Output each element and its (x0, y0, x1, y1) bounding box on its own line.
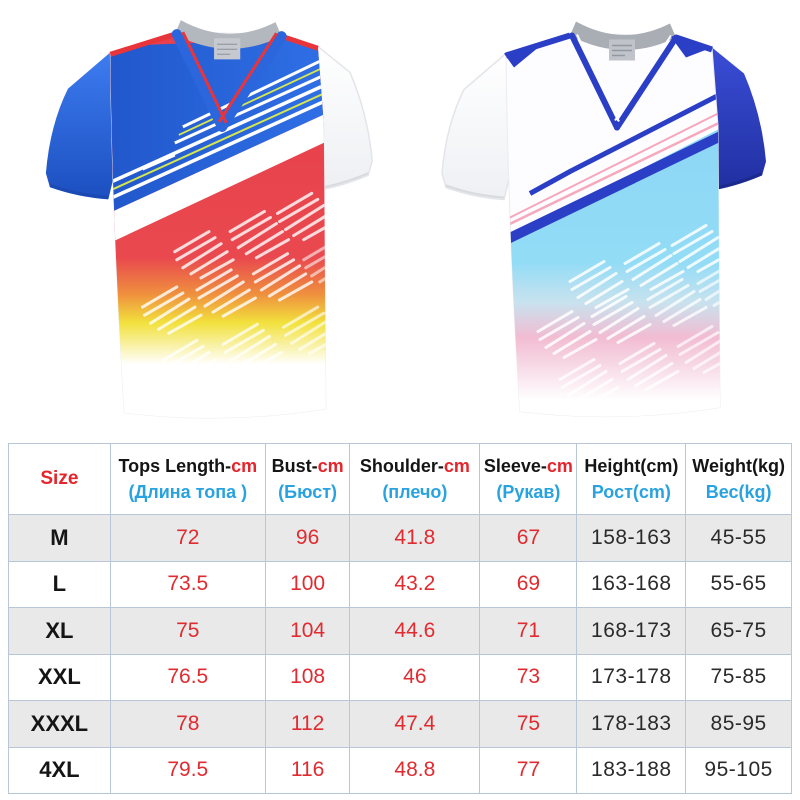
header-bust-label: Bust- (271, 456, 318, 476)
bust-cell: 112 (264, 700, 351, 748)
tops-length-cell: 73.5 (109, 560, 266, 608)
tops-length-cell: 78 (109, 700, 266, 748)
header-weight-label: Weight(kg) (692, 456, 785, 476)
left-shirt-collar-tag (214, 38, 241, 60)
header-row: Size Tops Length-cm (Длина топа ) Bust-c… (8, 443, 792, 515)
right-shirt-torso (505, 32, 721, 418)
size-cell: XL (8, 607, 111, 655)
left-shirt-torso (109, 31, 327, 419)
right-shirt-stripes (506, 91, 720, 253)
shoulder-cell: 48.8 (349, 746, 481, 794)
header-sleeve-label: Sleeve- (483, 456, 547, 476)
tops-length-cell: 72 (109, 514, 266, 562)
left-shirt-left-sleeve (45, 52, 122, 200)
table-row-xxl: XXL 76.5 108 46 73 173-178 75-85 (8, 653, 792, 701)
right-shirt-collar-tag (609, 39, 635, 61)
height-cell: 163-168 (576, 560, 687, 608)
header-sleeve-unit: cm (546, 456, 573, 476)
weight-cell: 95-105 (685, 746, 792, 794)
left-shirt-collar (109, 20, 319, 132)
size-cell: M (8, 514, 111, 562)
weight-cell: 65-75 (685, 607, 792, 655)
sleeve-cell: 77 (479, 746, 578, 794)
weight-cell: 45-55 (685, 514, 792, 562)
header-size-label: Size (40, 468, 79, 490)
header-height: Height(cm) Рост(cm) (576, 443, 687, 515)
bust-cell: 108 (264, 653, 351, 701)
product-images (45, 20, 766, 419)
header-tops-length-ru: (Длина топа ) (128, 481, 248, 502)
shoulder-cell: 41.8 (349, 514, 481, 562)
header-tops-length: Tops Length-cm (Длина топа ) (109, 443, 266, 515)
table-row-l: L 73.5 100 43.2 69 163-168 55-65 (8, 560, 792, 608)
size-cell: L (8, 560, 111, 608)
header-bust: Bust-cm (Бюст) (264, 443, 351, 515)
sleeve-cell: 71 (479, 607, 578, 655)
header-bust-ru: (Бюст) (278, 481, 338, 502)
left-shirt-image (45, 20, 373, 419)
shoulder-cell: 43.2 (349, 560, 481, 608)
bust-cell: 104 (264, 607, 351, 655)
table-row-xxxl: XXXL 78 112 47.4 75 178-183 85-95 (8, 700, 792, 748)
header-height-ru: Рост(cm) (591, 481, 671, 502)
size-cell: XXXL (8, 700, 111, 748)
height-cell: 158-163 (576, 514, 687, 562)
header-weight: Weight(kg) Вес(kg) (685, 443, 792, 515)
bust-cell: 100 (264, 560, 351, 608)
shoulder-cell: 46 (349, 653, 481, 701)
height-cell: 173-178 (576, 653, 687, 701)
header-shoulder-unit: cm (443, 456, 470, 476)
right-shirt-cyan-panel (506, 127, 720, 417)
sleeve-cell: 67 (479, 514, 578, 562)
bust-cell: 116 (264, 746, 351, 794)
right-shirt-image (441, 21, 766, 418)
left-shirt-stripes (110, 57, 326, 201)
height-cell: 183-188 (576, 746, 687, 794)
sleeve-cell: 75 (479, 700, 578, 748)
sleeve-cell: 73 (479, 653, 578, 701)
right-shirt-left-sleeve (441, 52, 518, 201)
header-tops-length-label: Tops Length- (118, 456, 232, 476)
table-row-4xl: 4XL 79.5 116 48.8 77 183-188 95-105 (8, 746, 792, 794)
weight-cell: 75-85 (685, 653, 792, 701)
bust-cell: 96 (264, 514, 351, 562)
header-sleeve-ru: (Рукав) (496, 481, 561, 502)
header-weight-ru: Вес(kg) (705, 481, 772, 502)
height-cell: 178-183 (576, 700, 687, 748)
sleeve-cell: 69 (479, 560, 578, 608)
height-cell: 168-173 (576, 607, 687, 655)
header-shoulder: Shoulder-cm (плечо) (349, 443, 481, 515)
size-cell: 4XL (8, 746, 111, 794)
shoulder-cell: 47.4 (349, 700, 481, 748)
header-height-label: Height(cm) (584, 456, 679, 476)
weight-cell: 55-65 (685, 560, 792, 608)
size-chart-table: Size Tops Length-cm (Длина топа ) Bust-c… (8, 443, 792, 794)
header-size: Size (8, 443, 111, 515)
left-shirt-white-band (110, 112, 326, 244)
tops-length-cell: 79.5 (109, 746, 266, 794)
tops-length-cell: 76.5 (109, 653, 266, 701)
size-cell: XXL (8, 653, 111, 701)
table-row-xl: XL 75 104 44.6 71 168-173 65-75 (8, 607, 792, 655)
header-shoulder-ru: (плечо) (382, 481, 448, 502)
right-shirt-collar (504, 21, 713, 131)
weight-cell: 85-95 (685, 700, 792, 748)
header-sleeve: Sleeve-cm (Рукав) (479, 443, 578, 515)
tops-length-cell: 75 (109, 607, 266, 655)
header-tops-length-unit: cm (231, 456, 258, 476)
shoulder-cell: 44.6 (349, 607, 481, 655)
header-shoulder-label: Shoulder- (359, 456, 444, 476)
header-bust-unit: cm (317, 456, 344, 476)
table-row-m: M 72 96 41.8 67 158-163 45-55 (8, 514, 792, 562)
